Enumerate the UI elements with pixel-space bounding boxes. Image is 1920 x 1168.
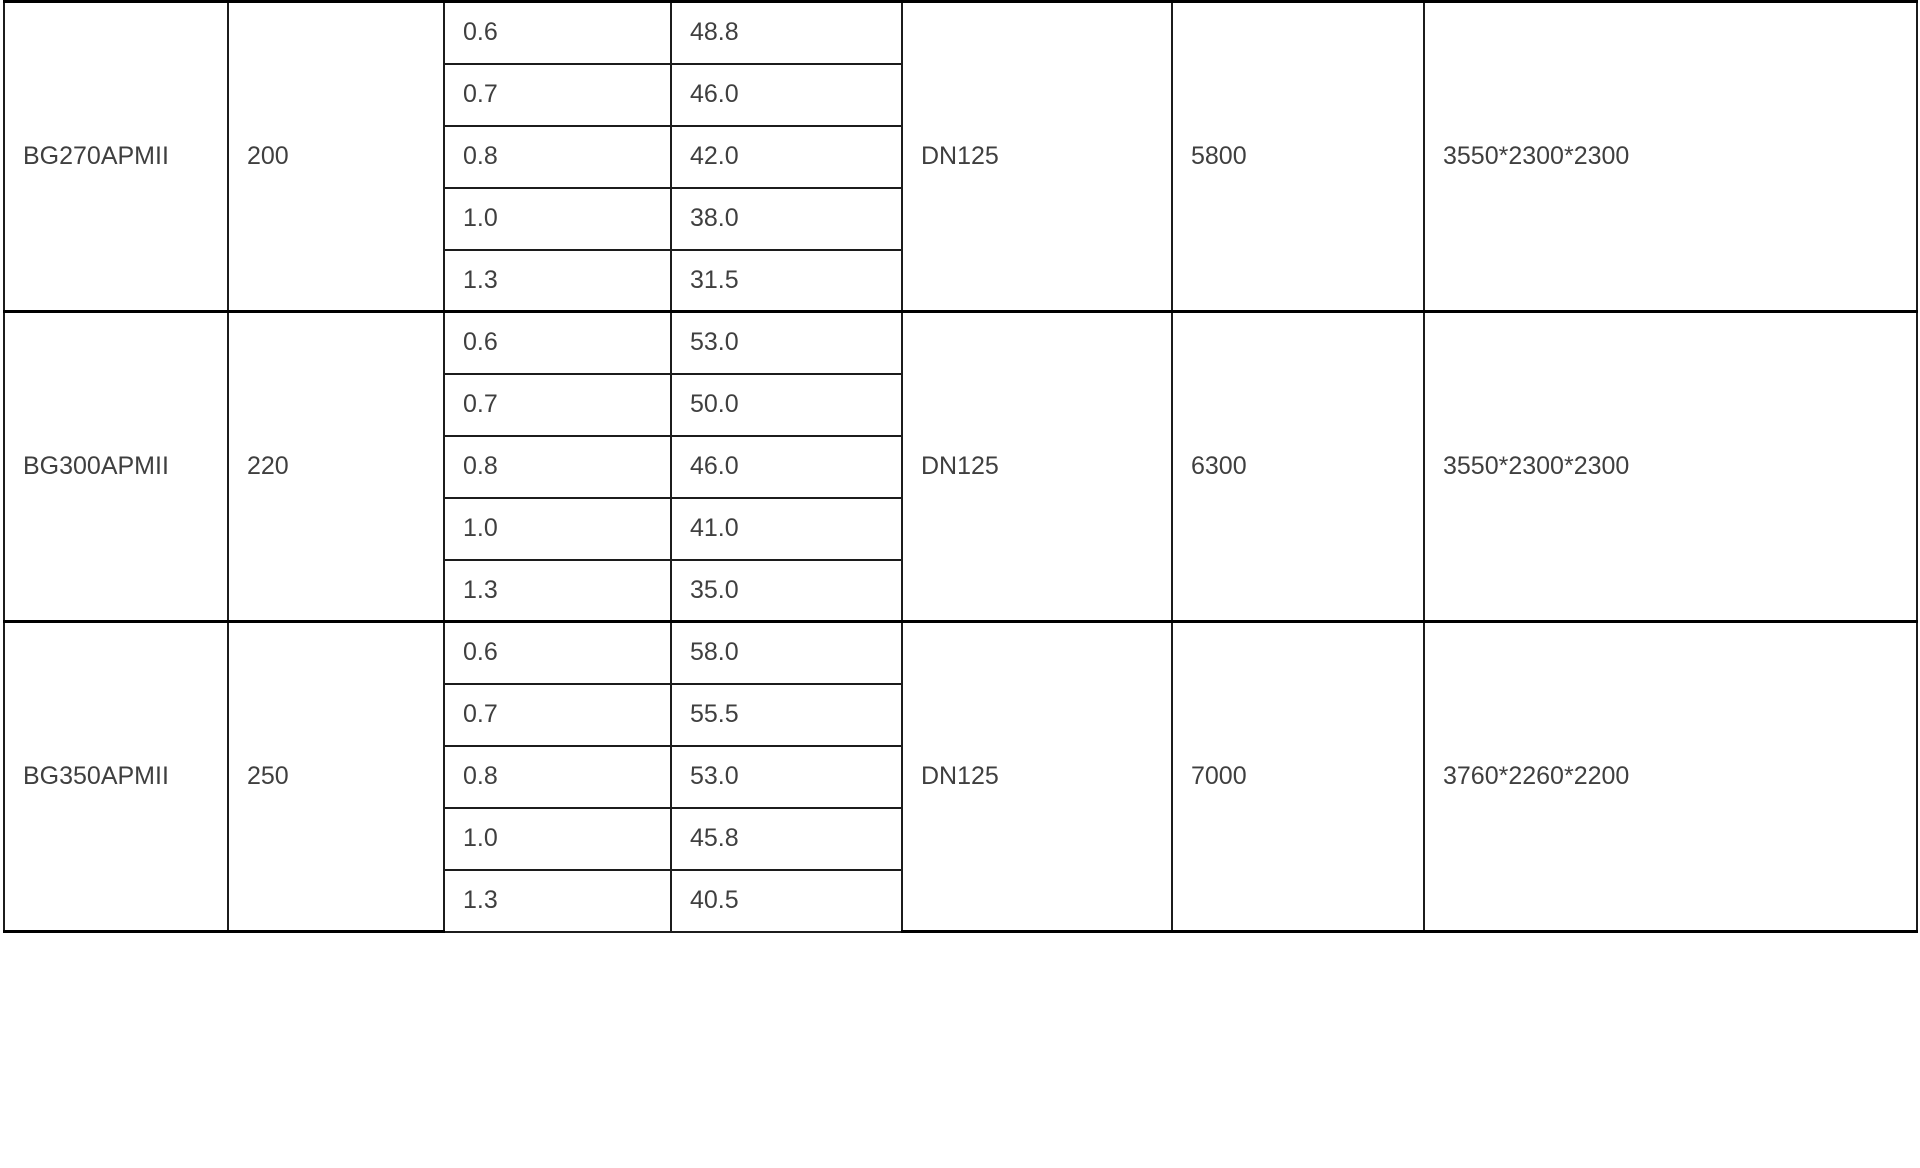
cell-flow: 42.0	[670, 124, 903, 189]
table-row: 0.8 53.0	[4, 744, 1917, 809]
table-row: 0.7 55.5	[4, 682, 1917, 747]
cell-flow: 38.0	[670, 186, 903, 251]
cell-dimensions: 3760*2260*2200	[1423, 620, 1918, 933]
cell-pressure: 1.3	[443, 248, 672, 313]
cell-pressure: 1.0	[443, 496, 672, 561]
table-row: BG350APMII 250 0.6 58.0 DN125 7000 3760*2260*2…	[3, 620, 1918, 933]
cell-weight: 5800	[1171, 0, 1425, 313]
table-row: 1.3 31.5	[4, 248, 1917, 313]
table-row: 0.8 42.0	[4, 124, 1917, 189]
table-row: 1.0 41.0	[4, 496, 1917, 561]
cell-pressure: 0.6	[443, 310, 672, 375]
cell-flow: 41.0	[670, 496, 903, 561]
specification-table-body: BG270APMII 200 0.6 48.8 DN125 5800 3550*2300*2…	[3, 0, 1918, 933]
cell-pressure: 1.3	[443, 558, 672, 623]
cell-outlet: DN125	[901, 620, 1173, 933]
cell-flow: 46.0	[670, 434, 903, 499]
cell-flow: 31.5	[670, 248, 903, 313]
cell-weight: 7000	[1171, 620, 1425, 933]
cell-power: 220	[227, 310, 445, 623]
cell-flow: 53.0	[670, 744, 903, 809]
table-row: 1.0 38.0	[4, 186, 1917, 251]
cell-pressure: 0.7	[443, 372, 672, 437]
cell-pressure: 0.8	[443, 744, 672, 809]
cell-pressure: 0.7	[443, 62, 672, 127]
cell-dimensions: 3550*2300*2300	[1423, 0, 1918, 313]
cell-flow: 53.0	[670, 310, 903, 375]
table-row: 0.8 46.0	[4, 434, 1917, 499]
cell-power: 200	[227, 0, 445, 313]
cell-flow: 50.0	[670, 372, 903, 437]
cell-flow: 45.8	[670, 806, 903, 871]
cell-flow: 55.5	[670, 682, 903, 747]
cell-pressure: 0.6	[443, 0, 672, 65]
cell-flow: 58.0	[670, 620, 903, 685]
cell-pressure: 1.0	[443, 806, 672, 871]
table-row: BG300APMII 220 0.6 53.0 DN125 6300 3550*2300*2…	[3, 310, 1918, 623]
cell-flow: 48.8	[670, 0, 903, 65]
cell-power: 250	[227, 620, 445, 933]
cell-outlet: DN125	[901, 310, 1173, 623]
specification-table: BG270APMII 200 0.6 48.8 DN125 5800 3550*2300*2…	[3, 0, 1918, 933]
table-row: 1.3 40.5	[4, 868, 1917, 933]
cell-flow: 46.0	[670, 62, 903, 127]
table-row: 1.0 45.8	[4, 806, 1917, 871]
cell-pressure: 0.8	[443, 124, 672, 189]
cell-dimensions: 3550*2300*2300	[1423, 310, 1918, 623]
cell-model: BG270APMII	[3, 0, 229, 313]
table-row: 0.7 50.0	[4, 372, 1917, 437]
cell-flow: 35.0	[670, 558, 903, 623]
table-row: BG270APMII 200 0.6 48.8 DN125 5800 3550*2300*2…	[3, 0, 1918, 313]
table-row: 1.3 35.0	[4, 558, 1917, 623]
cell-weight: 6300	[1171, 310, 1425, 623]
cell-pressure: 1.0	[443, 186, 672, 251]
cell-model: BG300APMII	[3, 310, 229, 623]
cell-pressure: 1.3	[443, 868, 672, 933]
table-row: 0.7 46.0	[4, 62, 1917, 127]
cell-pressure: 0.7	[443, 682, 672, 747]
cell-pressure: 0.6	[443, 620, 672, 685]
cell-flow: 40.5	[670, 868, 903, 933]
cell-model: BG350APMII	[3, 620, 229, 933]
cell-pressure: 0.8	[443, 434, 672, 499]
cell-outlet: DN125	[901, 0, 1173, 313]
